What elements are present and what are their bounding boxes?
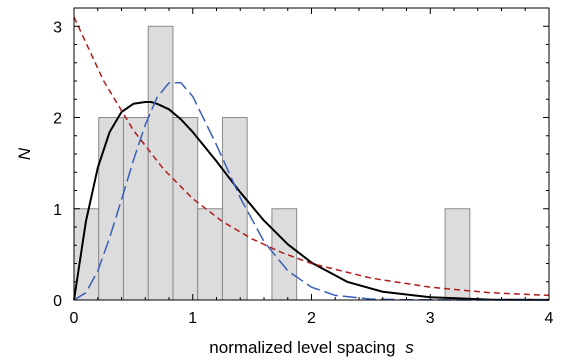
histogram-bar <box>147 25 174 301</box>
x-tick-label: 3 <box>426 310 435 327</box>
fit-curves <box>73 16 550 301</box>
x-tick-label: 4 <box>545 310 554 327</box>
histogram-bar <box>271 208 298 301</box>
axis-ticks <box>73 8 550 301</box>
histogram-bar <box>221 117 248 301</box>
histogram-bar <box>197 208 223 301</box>
y-tick-label: 3 <box>53 19 62 36</box>
x-tick-labels: 0 1 2 3 4 <box>70 310 554 327</box>
y-tick-label: 0 <box>53 293 62 310</box>
curve-short-dash <box>73 16 550 297</box>
y-tick-label: 1 <box>53 202 62 219</box>
x-axis-title-variable: s <box>405 338 414 357</box>
histogram-bar <box>98 117 124 301</box>
y-tick-label: 2 <box>53 111 62 128</box>
histogram-bars <box>73 25 471 301</box>
x-axis-title: normalized level spacing s <box>209 338 414 357</box>
x-axis-title-text: normalized level spacing <box>209 338 395 357</box>
x-tick-label: 1 <box>188 310 197 327</box>
y-axis-title: N <box>15 147 34 160</box>
y-tick-labels: 0 1 2 3 <box>53 19 62 310</box>
curve-long-dash <box>73 82 549 301</box>
curve-solid <box>73 101 550 301</box>
histogram-bar <box>122 117 149 301</box>
x-tick-label: 2 <box>307 310 316 327</box>
histogram-bar <box>172 117 199 301</box>
histogram-bar <box>444 208 471 301</box>
x-tick-label: 0 <box>70 310 79 327</box>
